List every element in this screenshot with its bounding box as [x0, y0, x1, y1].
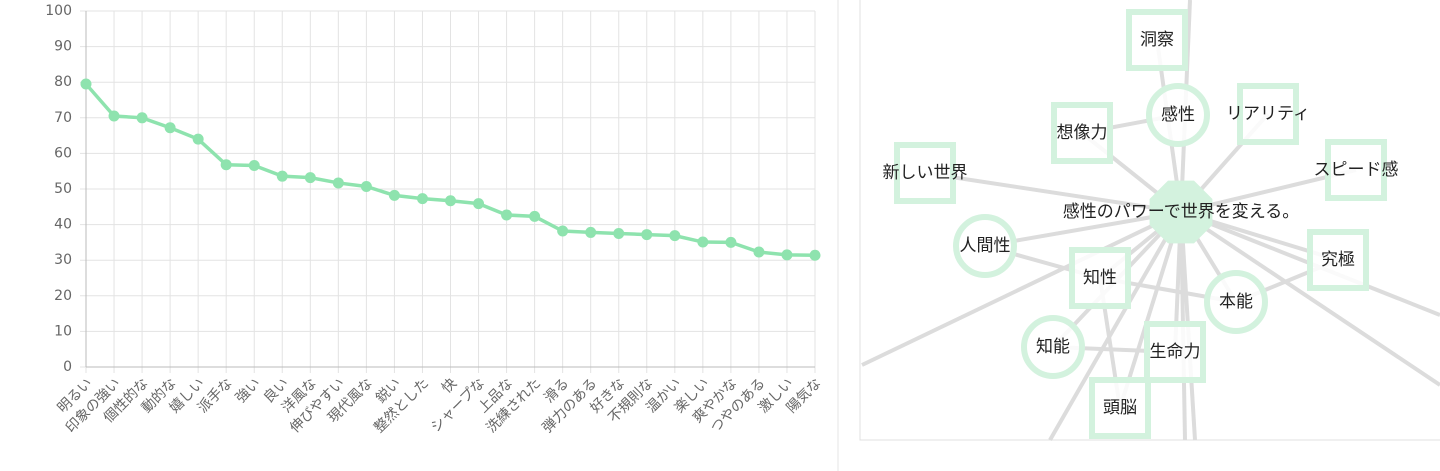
point	[473, 198, 485, 210]
point	[136, 112, 148, 124]
node-box	[1089, 377, 1151, 439]
y-tick-label: 60	[54, 145, 72, 161]
y-tick-label: 0	[63, 359, 72, 375]
point	[276, 170, 288, 182]
node-label: 頭脳	[1103, 398, 1137, 418]
point	[80, 78, 92, 90]
point	[613, 228, 625, 239]
x-tick-label: 強い	[233, 375, 264, 406]
point	[697, 236, 709, 248]
point	[332, 177, 344, 189]
edge	[984, 210, 1182, 248]
node-box	[1069, 247, 1131, 309]
point	[445, 195, 456, 207]
point	[669, 230, 681, 242]
node-label: 人間性	[960, 236, 1011, 256]
y-tick-label: 30	[54, 252, 72, 268]
point	[108, 110, 120, 122]
point	[501, 209, 513, 221]
edge	[924, 171, 1182, 214]
point	[529, 210, 541, 222]
node-label: 知能	[1036, 337, 1070, 357]
point	[388, 189, 400, 201]
node-box	[1307, 229, 1369, 291]
node-circle	[1146, 83, 1210, 147]
y-tick-label: 10	[54, 323, 72, 339]
point	[360, 181, 372, 193]
node-label: 生命力	[1150, 342, 1201, 362]
node-circle	[1204, 270, 1268, 334]
point	[557, 225, 569, 237]
node-label: 知性	[1083, 268, 1117, 288]
node-box	[894, 142, 956, 204]
point	[304, 172, 316, 184]
edge	[1179, 210, 1440, 387]
point	[781, 249, 793, 261]
y-tick-label: 20	[54, 288, 72, 304]
node-box	[1144, 321, 1206, 383]
edge	[1118, 211, 1183, 409]
node-box	[1325, 139, 1387, 201]
point	[725, 236, 737, 248]
node-label: スピード感	[1314, 160, 1399, 180]
y-tick-label: 80	[54, 74, 72, 90]
node-circle	[1021, 315, 1085, 379]
y-tick-label: 50	[54, 181, 72, 197]
node-label: リアリティ	[1226, 104, 1310, 124]
point	[220, 159, 232, 171]
y-tick-label: 40	[54, 217, 72, 233]
node-label: 究極	[1321, 250, 1355, 270]
point	[585, 226, 597, 238]
point	[192, 133, 204, 145]
edge	[1048, 211, 1183, 441]
y-tick-label: 70	[54, 110, 72, 126]
x-tick-label: 整然とした	[371, 375, 433, 437]
node-label: 感性	[1161, 105, 1195, 125]
point	[416, 193, 428, 205]
y-tick-label: 100	[45, 3, 72, 19]
node-circle	[953, 214, 1017, 278]
node-box	[1051, 102, 1113, 164]
point	[164, 122, 176, 134]
node-label: 本能	[1219, 292, 1253, 312]
edge	[861, 210, 1182, 367]
point	[641, 229, 653, 241]
point	[248, 160, 260, 172]
point	[753, 246, 765, 258]
node-hub	[1149, 180, 1213, 244]
x-tick-label: 快	[439, 375, 460, 396]
node-box	[1126, 9, 1188, 71]
line-chart: 0102030405060708090100明るい印象の強い個性的な動的な嬉しい…	[45, 3, 824, 436]
point	[809, 249, 821, 261]
node-label: 想像力	[1057, 123, 1108, 143]
node-box	[1237, 83, 1299, 145]
node-label: 洞察	[1140, 30, 1174, 50]
y-tick-label: 90	[54, 39, 72, 55]
node-label: 新しい世界	[883, 163, 968, 183]
node-label: 感性のパワーで世界を変える。	[1063, 202, 1299, 222]
